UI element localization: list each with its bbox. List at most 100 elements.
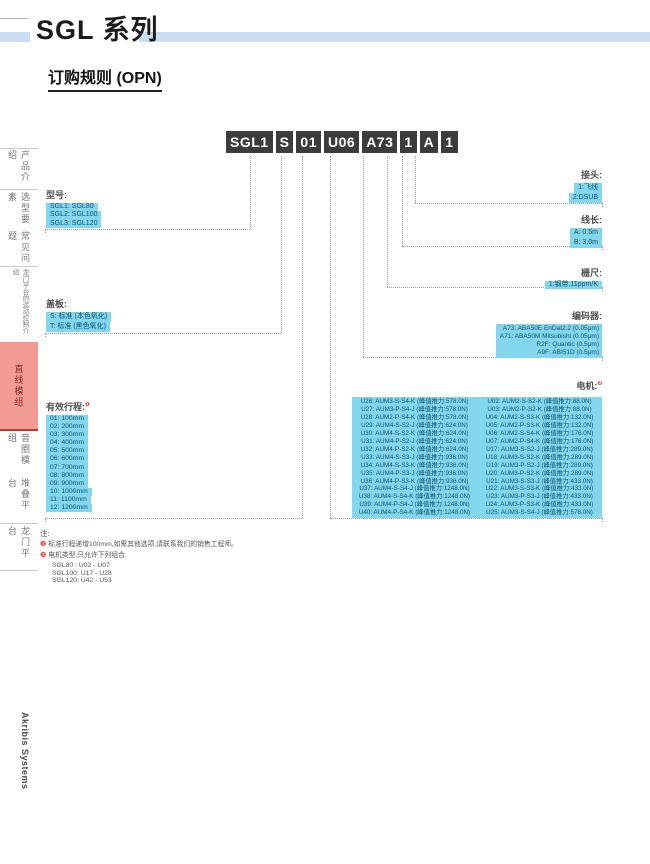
- part-segment-cover: S: [275, 131, 294, 153]
- sidebar-tab-stacked-stage[interactable]: 堆叠平台: [7, 478, 30, 511]
- motor-option: U18: AUM3-S-S2-K (峰值推力:289.0N): [485, 453, 594, 461]
- sidebar-tab-product-intro[interactable]: 产品介绍: [7, 150, 30, 183]
- rail-tick: [602, 287, 603, 291]
- part-segment-connector: 1: [441, 131, 458, 153]
- section-cable: 线长: A: 0.5m B: 3.0m: [462, 213, 602, 249]
- sidebar-tab-selection[interactable]: 选型要素: [7, 192, 30, 225]
- motor-option: U28: AUM2-P-S4-K (峰值推力:578.0N): [360, 413, 469, 421]
- connector-rail-encoder: [363, 357, 602, 358]
- connector-rail-connector: [415, 203, 602, 204]
- section-stroke: 有效行程:❶ 01: 100mm 02: 200mm 03: 300mm 04: 40…: [46, 400, 92, 513]
- rail-tick: [45, 229, 46, 233]
- scale-option: 1:钢带,11ppm/K: [544, 281, 602, 290]
- header-rule: [0, 18, 28, 19]
- rail-tick: [602, 518, 603, 522]
- motor-option: U20: AUM3-P-S2-K (峰值推力:289.0N): [485, 469, 594, 477]
- sidebar-tab-gantry-stage[interactable]: 龙门平台: [7, 526, 30, 559]
- page-title: SGL 系列: [36, 15, 159, 45]
- motor-option: U07: AUM2-P-S4-K (峰值推力:176.0N): [485, 437, 594, 445]
- motor-option: U21: AUM3-S-S3-J (峰值推力:433.0N): [486, 477, 593, 485]
- motor-option: U06: AUM2-S-S4-K (峰值推力:176.0N): [485, 429, 594, 437]
- connector-line-motor: [330, 156, 331, 518]
- brand-logo-text: Akribis Systems: [20, 712, 30, 790]
- note-item-2: ❷ 电机类型,只允许下列组合:: [40, 552, 127, 559]
- connector-line-model: [250, 156, 251, 229]
- motor-option: U05: AUM2-P-S3-K (峰值推力:132.0N): [485, 421, 594, 429]
- motor-option: U36: AUM4-P-S3-K (峰值推力:936.0N): [360, 477, 469, 485]
- connector-line-cable: [402, 156, 403, 246]
- motor-column-left: U26: AUM3-S-S4-K (峰值推力:578.0N) U27: AUM3-…: [352, 398, 477, 517]
- cable-options: A: 0.5m B: 3.0m: [462, 228, 602, 249]
- motor-option: U23: AUM3-P-S3-J (峰值推力:433.0N): [486, 493, 593, 501]
- connector-option: 2:DSUB: [568, 193, 602, 204]
- stroke-option: 04: 400mm: [46, 439, 89, 448]
- section-label-cable: 线长:: [581, 215, 602, 225]
- motor-table: U26: AUM3-S-S4-K (峰值推力:578.0N) U27: AUM3-…: [352, 397, 602, 519]
- sidebar-divider: [0, 148, 38, 149]
- rail-tick: [45, 333, 46, 337]
- sidebar-tab-linear-module[interactable]: 直线模组: [0, 342, 38, 431]
- connector-rail-cover: [45, 333, 281, 334]
- section-label-encoder: 编码器:: [572, 311, 602, 321]
- section-motor-label: 电机:❷: [522, 379, 602, 394]
- connector-rail-motor: [330, 518, 602, 519]
- model-option: SGL3: SGL120: [46, 219, 102, 229]
- motor-option: U27: AUM3-P-S4-J (峰值推力:578.0N): [361, 405, 468, 413]
- sidebar-tab-voicecoil-module[interactable]: 音圈模组: [7, 433, 30, 466]
- note-ref-1-icon: ❶: [85, 402, 90, 408]
- sidebar-tab-faq[interactable]: 常见问题: [7, 231, 30, 264]
- motor-option: U39: AUM4-P-S4-J (峰值推力:1248.0N): [359, 501, 470, 509]
- section-model: 型号: SGL1: SGL80 SGL2: SGL100 SGL3: SGL120: [46, 188, 102, 229]
- stroke-option: 02: 200mm: [46, 423, 89, 432]
- motor-combo-line: SGL80 : U02 - U07: [52, 562, 110, 569]
- connector-line-cover: [281, 156, 282, 333]
- sidebar-tab-gantry-motion[interactable]: 龙门平台的运动控制介绍: [11, 269, 28, 334]
- stroke-option: 08: 800mm: [46, 471, 89, 480]
- stroke-options: 01: 100mm 02: 200mm 03: 300mm 04: 400mm 05: …: [46, 415, 92, 513]
- part-segment-stroke: 01: [296, 131, 321, 153]
- part-number: SGL1 S 01 U06 A73 1 A 1: [226, 131, 458, 153]
- stroke-option: 12: 1200mm: [46, 504, 92, 513]
- motor-option: U38: AUM4-S-S4-K (峰值推力:1248.0N): [358, 493, 471, 501]
- section-label-connector: 接头:: [581, 170, 602, 180]
- motor-combo-line: SGL100: U17 - U28: [52, 569, 112, 577]
- model-option: SGL1: SGL80: [46, 203, 98, 212]
- cable-option: B: 3.0m: [569, 238, 602, 249]
- part-segment-cable: A: [419, 131, 439, 153]
- connector-line-encoder: [363, 156, 364, 357]
- motor-option: U19: AUM3-P-S2-J (峰值推力:289.0N): [486, 461, 593, 469]
- cable-option: A: 0.5m: [569, 228, 602, 239]
- motor-option: U24: AUM3-P-S3-K (峰值推力:433.0N): [485, 501, 594, 509]
- stroke-option: 10: 1000mm: [46, 487, 92, 496]
- motor-option: U34: AUM4-S-S3-K (峰值推力:936.0N): [360, 461, 469, 469]
- section-connector: 接头: 1:飞线 2:DSUB: [462, 168, 602, 204]
- section-heading: 订购规则 (OPN): [48, 64, 162, 92]
- section-encoder: 编码器: A73: ABA50E EnDat2.2 (0.05μm) A71: A…: [442, 309, 602, 359]
- motor-option: U17: AUM3-S-S2-J (峰值推力:289.0N): [486, 445, 593, 453]
- connector-rail-cable: [402, 246, 602, 247]
- motor-option: U40: AUM4-P-S4-K (峰值推力:1248.0N): [358, 509, 471, 517]
- part-segment-scale: 1: [400, 131, 417, 153]
- header-band-left: [0, 32, 30, 42]
- stroke-option: 03: 300mm: [46, 431, 89, 440]
- cover-option: S: 标准 (本色氧化): [46, 312, 112, 323]
- scale-options: 1:钢带,11ppm/K: [442, 281, 602, 290]
- motor-option: U33: AUM4-S-S3-J (峰值推力:936.0N): [361, 453, 468, 461]
- cover-options: S: 标准 (本色氧化) T: 标准 (黑色氧化): [46, 312, 112, 333]
- stroke-option: 06: 600mm: [46, 455, 89, 464]
- connector-line-stroke: [302, 156, 303, 518]
- motor-option: U22: AUM3-S-S3-K (峰值推力:433.0N): [485, 485, 594, 493]
- encoder-option: A73: ABA50E EnDat2.2 (0.05μm): [502, 325, 599, 332]
- note-2-icon: ❷: [40, 552, 47, 559]
- section-label-scale: 栅尺:: [581, 268, 602, 278]
- note-1-icon: ❶: [40, 541, 47, 548]
- motor-option: U37: AUM4-S-S4-J (峰值推力:1248.0N): [359, 485, 470, 493]
- motor-option: U26: AUM3-S-S4-K (峰值推力:578.0N): [360, 398, 469, 405]
- sidebar-divider: [0, 570, 38, 571]
- encoder-option: A9F: ABI51D (0.5μm): [537, 349, 599, 357]
- motor-combo-line: SGL120: U42 - U53: [52, 577, 112, 584]
- connector-options: 1:飞线 2:DSUB: [462, 183, 602, 204]
- motor-option: U04: AUM2-S-S3-K (峰值推力:132.0N): [485, 413, 594, 421]
- stroke-option: 01: 100mm: [46, 415, 89, 424]
